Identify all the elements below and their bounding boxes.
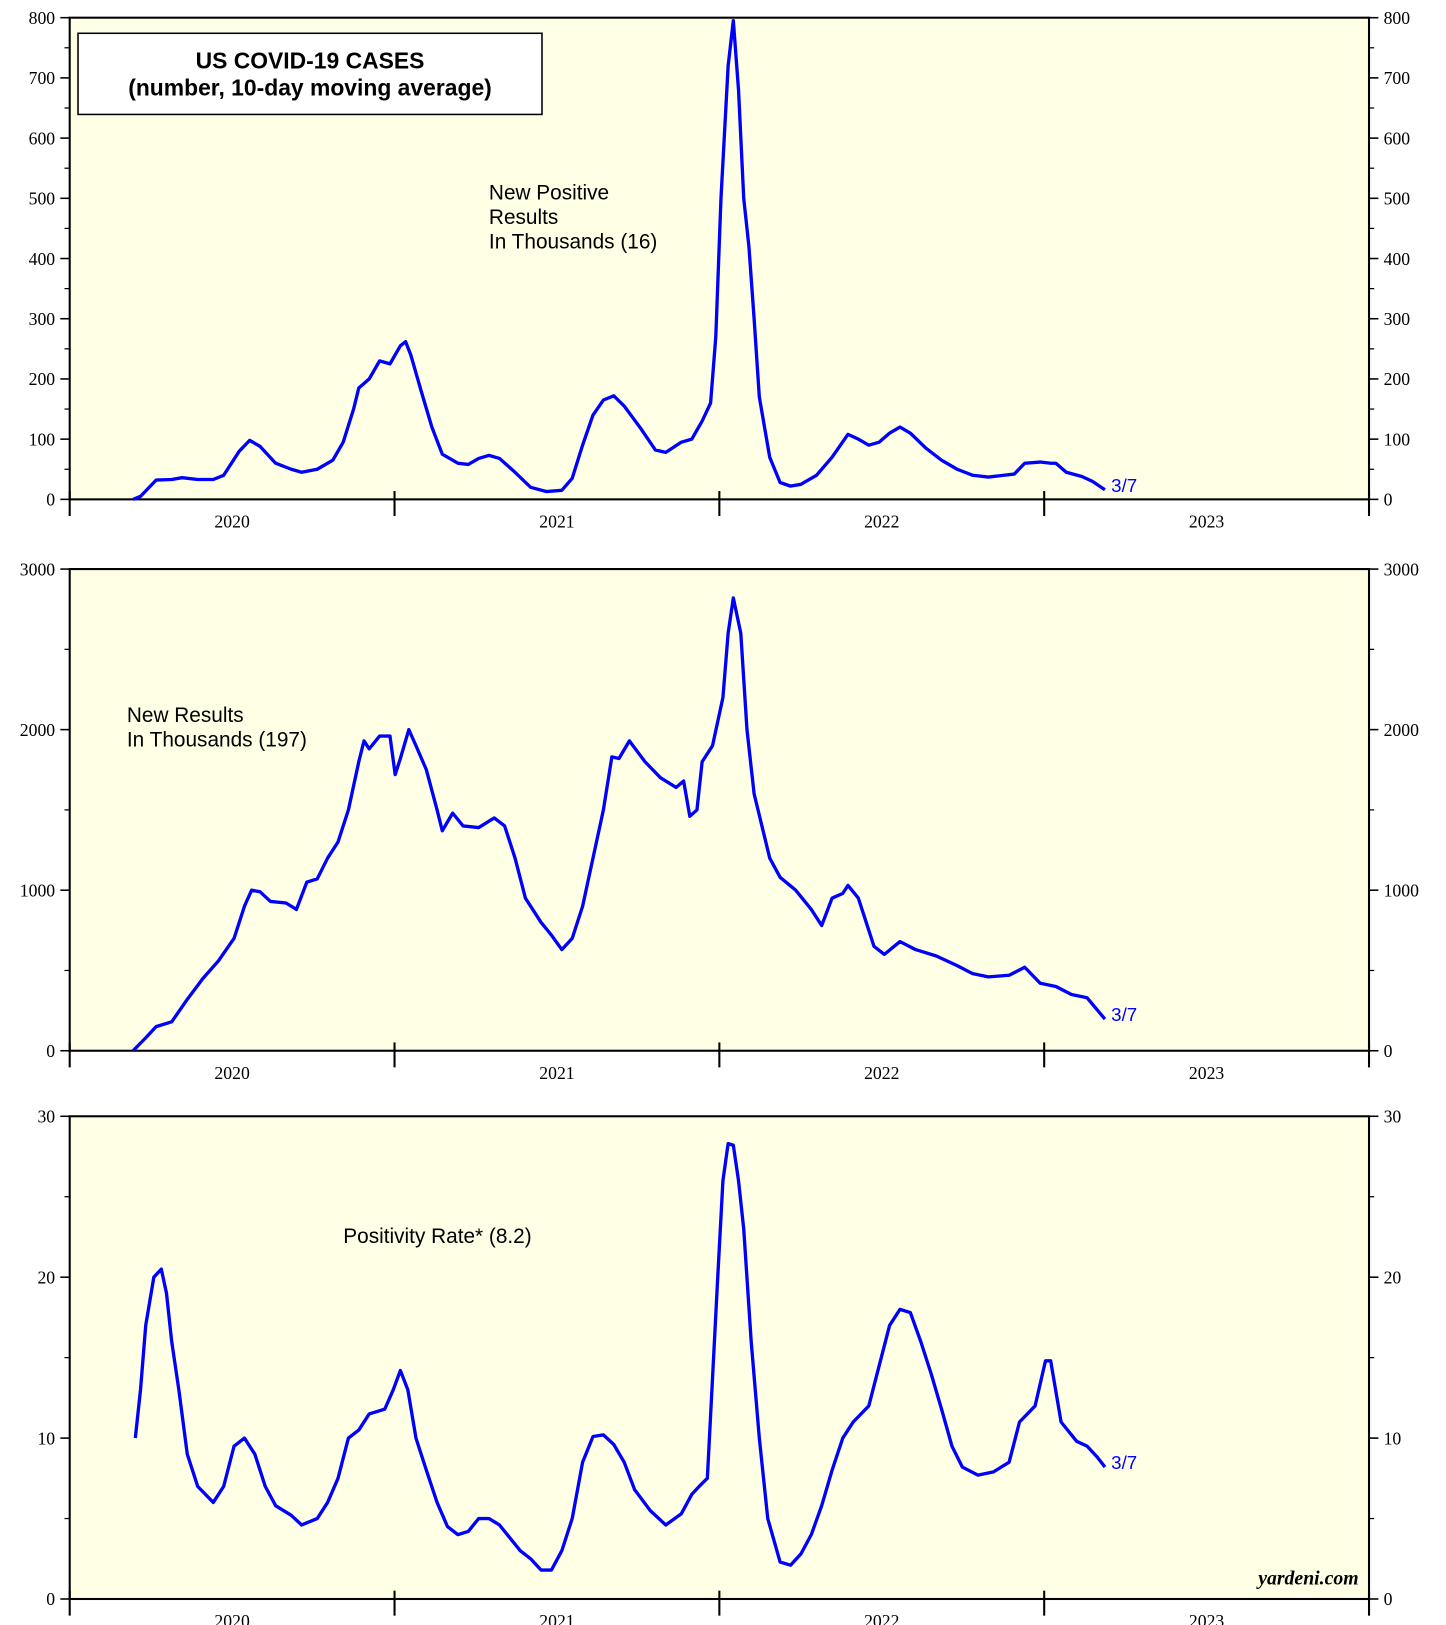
y2-tick-label: 800 — [1384, 8, 1411, 28]
y2-tick-label: 20 — [1384, 1267, 1402, 1287]
x-tick-label: 2020 — [214, 1063, 250, 1083]
series-label: Positivity Rate* (8.2) — [343, 1225, 531, 1248]
y2-tick-label: 100 — [1384, 429, 1411, 449]
y2-tick-label: 200 — [1384, 369, 1411, 389]
title-box — [77, 32, 543, 116]
y-tick-label: 300 — [29, 309, 56, 329]
x-tick-label: 2021 — [539, 511, 574, 531]
y-tick-label: 0 — [46, 1589, 55, 1609]
source: yardeni.com — [1256, 1567, 1358, 1589]
y2-tick-label: 700 — [1384, 68, 1411, 88]
end-label: 3/7 — [1111, 1452, 1137, 1473]
x-tick-label: 2022 — [864, 1611, 899, 1625]
y2-tick-label: 0 — [1384, 490, 1393, 510]
series-label: New Positive — [489, 182, 609, 205]
y-tick-label: 100 — [29, 429, 56, 449]
panel: 0 0 1000 1000 2000 2000 3000 3000 2020 2021 2022 20… — [20, 559, 1419, 1083]
y2-tick-label: 10 — [1384, 1428, 1402, 1448]
y-tick-label: 20 — [37, 1267, 55, 1287]
y-tick-label: 500 — [29, 189, 56, 209]
y-tick-label: 1000 — [20, 880, 56, 900]
y-tick-label: 700 — [29, 68, 56, 88]
data-line — [132, 19, 1106, 501]
y2-tick-label: 600 — [1384, 128, 1411, 148]
x-tick-label: 2023 — [1189, 1063, 1225, 1083]
series-label: Results — [489, 206, 558, 229]
chart-title: US COVID-19 CASES — [196, 48, 425, 74]
y2-tick-label: 0 — [1384, 1589, 1393, 1609]
series-label: In Thousands (16) — [489, 231, 657, 254]
x-tick-label: 2020 — [214, 1611, 250, 1625]
x-tick-label: 2023 — [1189, 511, 1225, 531]
y-tick-label: 200 — [29, 369, 56, 389]
plot-frame — [68, 568, 1371, 1052]
y-tick-label: 400 — [29, 249, 56, 269]
y2-tick-label: 300 — [1384, 309, 1411, 329]
series-label: New Results — [127, 704, 244, 727]
series-label: In Thousands (197) — [127, 728, 307, 751]
y2-tick-label: 30 — [1384, 1107, 1402, 1127]
plot-frame — [68, 1115, 1371, 1601]
y-tick-label: 0 — [46, 1041, 55, 1061]
plot-frame — [68, 16, 1371, 501]
data-line — [131, 596, 1107, 1052]
y2-tick-label: 0 — [1384, 1041, 1393, 1061]
y-tick-label: 600 — [29, 128, 56, 148]
y-tick-label: 0 — [46, 490, 55, 510]
x-tick-label: 2021 — [539, 1611, 574, 1625]
end-label: 3/7 — [1111, 475, 1137, 496]
plot-area — [69, 1116, 1370, 1599]
y-tick-label: 30 — [37, 1107, 55, 1127]
end-label: 3/7 — [1111, 1004, 1137, 1025]
y-tick-label: 2000 — [20, 720, 56, 740]
plot-area — [69, 569, 1370, 1051]
x-tick-label: 2020 — [214, 511, 250, 531]
x-tick-label: 2023 — [1189, 1611, 1225, 1625]
x-tick-label: 2022 — [864, 511, 899, 531]
chart-subtitle: (number, 10-day moving average) — [128, 75, 492, 101]
y-tick-label: 800 — [29, 8, 56, 28]
y-tick-label: 3000 — [20, 559, 56, 579]
x-tick-label: 2022 — [864, 1063, 899, 1083]
data-line — [133, 1141, 1107, 1572]
y2-tick-label: 500 — [1384, 189, 1411, 209]
y2-tick-label: 3000 — [1384, 559, 1420, 579]
y2-tick-label: 1000 — [1384, 880, 1420, 900]
y-tick-label: 10 — [37, 1428, 55, 1448]
y2-tick-label: 400 — [1384, 249, 1411, 269]
x-tick-label: 2021 — [539, 1063, 574, 1083]
y2-tick-label: 2000 — [1384, 720, 1420, 740]
